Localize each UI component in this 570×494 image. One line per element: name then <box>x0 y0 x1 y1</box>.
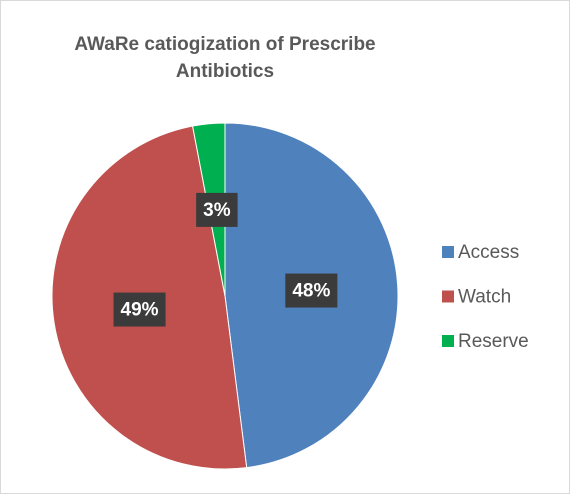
legend-label: Reserve <box>458 331 529 352</box>
legend-swatch <box>442 246 454 258</box>
legend-label: Watch <box>458 287 511 308</box>
data-label: 49% <box>121 300 159 321</box>
data-label-box <box>196 192 238 227</box>
legend-swatch <box>442 335 454 347</box>
legend-label: Access <box>458 242 519 263</box>
data-label: 48% <box>292 281 330 302</box>
chart-title: AWaRe catiogization of Prescribe Antibio… <box>74 34 376 82</box>
data-label: 3% <box>203 200 231 221</box>
data-label-box <box>113 292 166 327</box>
data-label-box <box>285 273 338 308</box>
legend-swatch <box>442 290 454 303</box>
